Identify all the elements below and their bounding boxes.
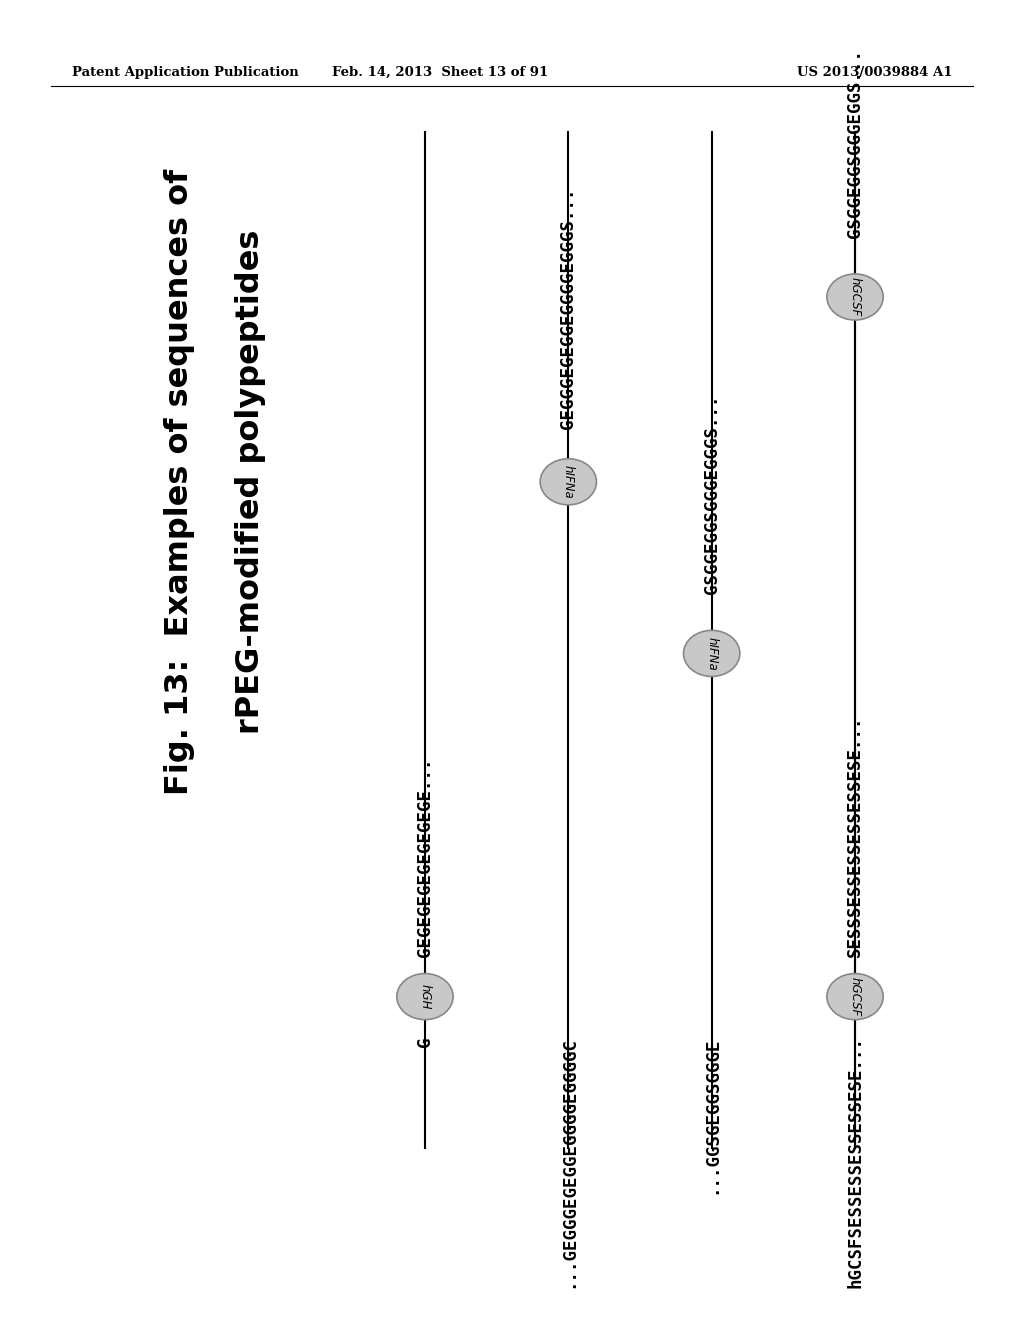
Ellipse shape bbox=[396, 974, 453, 1019]
Ellipse shape bbox=[541, 459, 596, 504]
Text: Feb. 14, 2013  Sheet 13 of 91: Feb. 14, 2013 Sheet 13 of 91 bbox=[332, 66, 549, 79]
Ellipse shape bbox=[827, 275, 883, 319]
Text: GSGGEGGSGGGEGGS...: GSGGEGGSGGGEGGS... bbox=[846, 49, 864, 238]
Text: Patent Application Publication: Patent Application Publication bbox=[72, 66, 298, 79]
Text: hIFNa: hIFNa bbox=[706, 636, 718, 671]
Text: SESSSESSESSESSESSESE...: SESSSESSESSESSESSESE... bbox=[846, 715, 864, 957]
Text: US 2013/0039884 A1: US 2013/0039884 A1 bbox=[797, 66, 952, 79]
Text: ...GGSGEGGSGGGE: ...GGSGEGGSGGGE bbox=[702, 1036, 721, 1193]
Text: GEGGGEGEGGEGGGGEGGGS...: GEGGGEGEGGEGGGGEGGGS... bbox=[559, 187, 578, 429]
Text: hIFNa: hIFNa bbox=[562, 465, 574, 499]
Text: hGH: hGH bbox=[419, 983, 431, 1010]
Text: ...GEGGGEGEGGEGGGGEGGGGC: ...GEGGGEGEGGEGGGGEGGGGC bbox=[559, 1036, 578, 1288]
Text: G: G bbox=[416, 1036, 434, 1047]
Text: GEGEGEGEGEGEGEGE...: GEGEGEGEGEGEGEGE... bbox=[416, 758, 434, 957]
Text: hGCSF: hGCSF bbox=[849, 977, 861, 1016]
Ellipse shape bbox=[827, 974, 883, 1019]
Ellipse shape bbox=[684, 631, 739, 676]
Text: rPEG-modified polypeptides: rPEG-modified polypeptides bbox=[236, 230, 266, 734]
Text: Fig. 13:  Examples of sequences of: Fig. 13: Examples of sequences of bbox=[164, 169, 195, 795]
Text: GSGGEGGSGGGEGGGS...: GSGGEGGSGGGEGGGS... bbox=[702, 395, 721, 594]
Text: hGCSF: hGCSF bbox=[849, 277, 861, 317]
Text: hGCSFSESSESSESSESSESE...: hGCSFSESSESSESSESSESE... bbox=[846, 1036, 864, 1288]
